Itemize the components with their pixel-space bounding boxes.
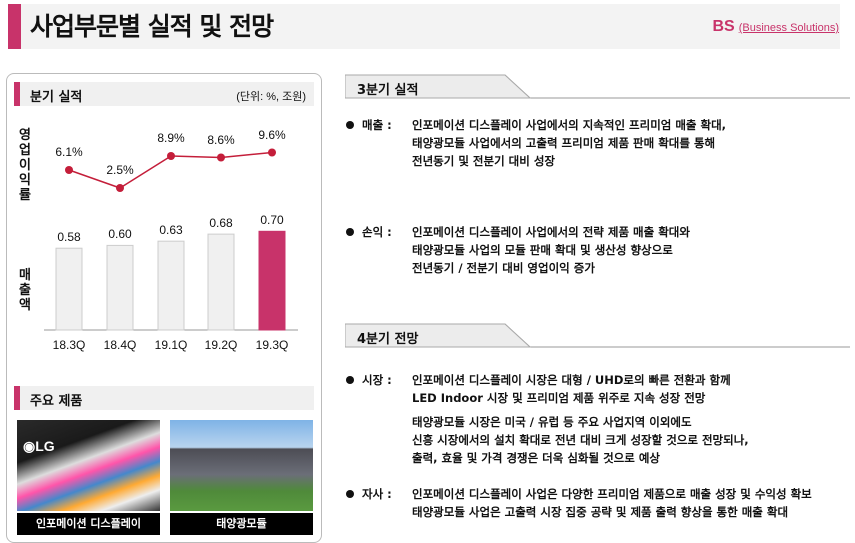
product-caption: 태양광모듈 (170, 513, 313, 535)
x-tick-label: 19.3Q (255, 338, 289, 352)
product-caption: 인포메이션 디스플레이 (17, 513, 160, 535)
quarterly-chart (44, 148, 298, 331)
revenue-label: 매출액 (19, 268, 31, 313)
x-tick-label: 19.1Q (154, 338, 188, 352)
tab-shape (345, 323, 850, 348)
page-title: 사업부문별 실적 및 전망 (30, 12, 274, 41)
bullet-dot (346, 490, 354, 498)
tab-shape (345, 74, 850, 99)
margin-value-label: 6.1% (55, 145, 83, 159)
bullet-key: 시장 : (362, 373, 392, 387)
margin-point (116, 184, 124, 192)
margin-point (217, 153, 225, 162)
section-title: 분기 실적 (30, 90, 83, 105)
unit-label: (단위: %, 조원) (236, 91, 306, 103)
bullet-dot (346, 228, 354, 236)
quarterly-results-header: 분기 실적 (단위: %, 조원) (14, 82, 314, 106)
text-line: 인포메이션 디스플레이 사업에서의 전략 제품 매출 확대와 (412, 225, 690, 239)
revenue-value-label: 0.60 (108, 227, 132, 242)
bullet-dot (346, 376, 354, 384)
main-products-header: 주요 제품 (14, 386, 314, 410)
title-accent (8, 4, 21, 49)
revenue-bar (207, 233, 235, 331)
margin-value-label: 9.6% (258, 127, 286, 142)
text-line: 신흥 시장에서의 설치 확대로 전년 대비 크게 성장할 것으로 전망되나, (412, 433, 749, 447)
bullet-text: 인포메이션 디스플레이 사업에서의 지속적인 프리미엄 매출 확대, 태양광모듈 … (412, 116, 726, 170)
header-accent (14, 386, 20, 410)
text-line: 전년동기 및 전분기 대비 성장 (412, 154, 555, 168)
bullet-text: 인포메이션 디스플레이 시장은 대형 / UHD로의 빠른 전환과 함께 LED … (412, 371, 731, 407)
header-accent (14, 82, 20, 106)
division-abbr: BS (712, 18, 735, 35)
q4-outlook-tab: 4분기 전망 (345, 323, 850, 349)
revenue-bar (258, 230, 286, 331)
operating-margin-label: 영업이익률 (19, 128, 31, 203)
margin-value-label: 2.5% (106, 163, 134, 177)
text-line: 인포메이션 디스플레이 시장은 대형 / UHD로의 빠른 전환과 함께 (412, 373, 731, 387)
bullet-key: 매출 : (362, 118, 392, 132)
revenue-value-label: 0.68 (209, 216, 233, 231)
revenue-value-label: 0.58 (57, 230, 81, 245)
text-line: 태양광모듈 시장은 미국 / 유럽 등 주요 사업지역 이외에도 (412, 415, 692, 429)
division-full: (Business Solutions) (738, 22, 839, 34)
x-tick-label: 18.4Q (103, 338, 137, 352)
margin-value-label: 8.6% (207, 132, 235, 147)
tab-title: 4분기 전망 (357, 332, 419, 347)
margin-point (65, 166, 73, 174)
section-title: 주요 제품 (30, 394, 83, 409)
text-line: 태양광모듈 사업의 모듈 판매 확대 및 생산성 향상으로 (412, 243, 673, 257)
title-bar (8, 4, 840, 49)
text-line: LED Indoor 시장 및 프리미엄 제품 위주로 지속 성장 전망 (412, 391, 706, 405)
text-line: 태양광모듈 사업에서의 고출력 프리미엄 제품 판매 확대를 통해 (412, 136, 716, 150)
revenue-bar (157, 240, 185, 331)
x-tick-label: 18.3Q (52, 338, 86, 352)
bullet-key: 손익 : (362, 225, 392, 239)
bullet-key: 자사 : (362, 487, 392, 501)
information-display-image: ◉LG (17, 420, 160, 511)
revenue-bar (106, 244, 134, 331)
text-line: 인포메이션 디스플레이 사업에서의 지속적인 프리미엄 매출 확대, (412, 118, 727, 132)
bullet-text: 인포메이션 디스플레이 사업은 다양한 프리미엄 제품으로 매출 성장 및 수익… (412, 485, 812, 521)
q3-results-tab: 3분기 실적 (345, 74, 850, 100)
revenue-value-label: 0.63 (159, 223, 183, 238)
text-line: 출력, 효율 및 가격 경쟁은 더욱 심화될 것으로 예상 (412, 451, 660, 465)
text-line: 인포메이션 디스플레이 사업은 다양한 프리미엄 제품으로 매출 성장 및 수익… (412, 487, 812, 501)
margin-point (167, 152, 175, 160)
bullet-dot (346, 121, 354, 129)
x-tick-label: 19.2Q (204, 338, 238, 352)
text-line: 전년동기 / 전분기 대비 영업이익 증가 (412, 261, 595, 275)
revenue-value-label: 0.70 (260, 213, 284, 228)
margin-value-label: 8.9% (157, 131, 185, 145)
margin-point (268, 148, 276, 157)
revenue-bar (55, 247, 83, 331)
lg-logo: ◉LG (23, 438, 55, 454)
solar-module-image (170, 420, 313, 511)
text-line: 태양광모듈 사업은 고출력 시장 집중 공략 및 제품 출력 향상을 통한 매출… (412, 505, 789, 519)
division-label: BS (Business Solutions) (712, 18, 839, 36)
tab-title: 3분기 실적 (357, 83, 419, 98)
